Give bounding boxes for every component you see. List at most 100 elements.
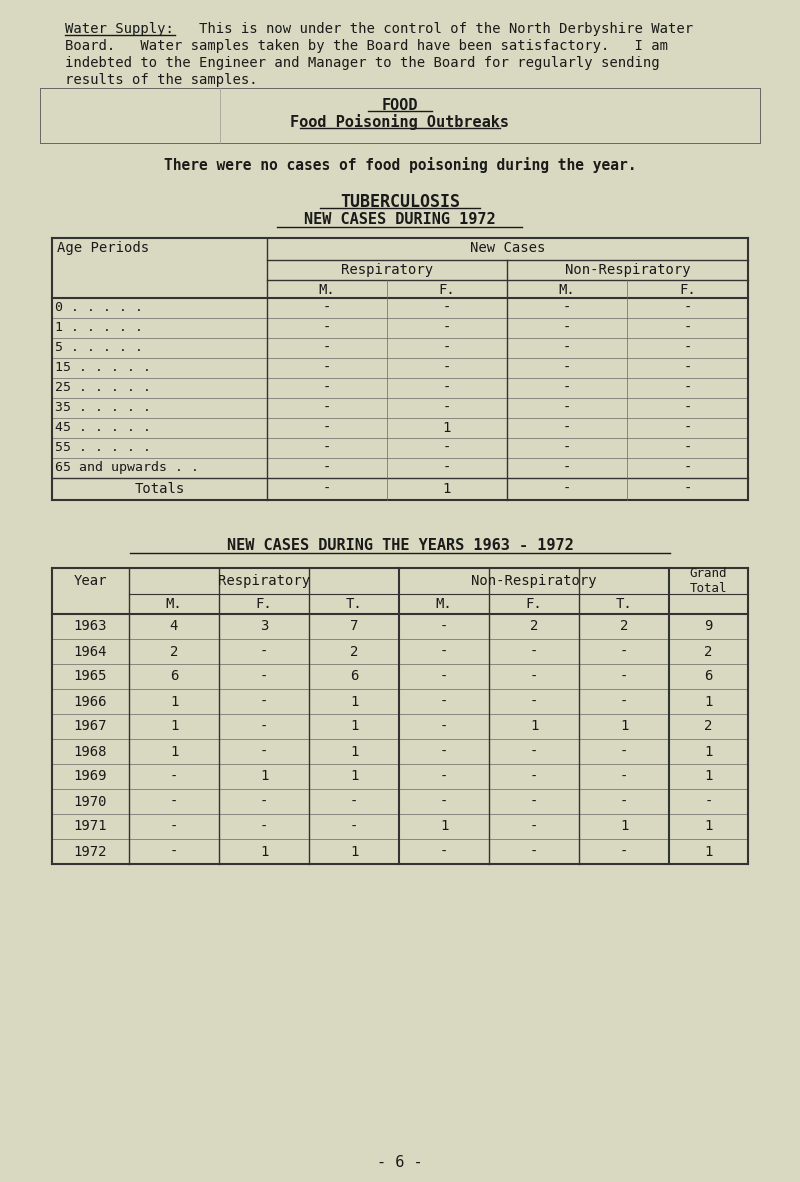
Text: -: - xyxy=(323,340,331,355)
Text: -: - xyxy=(323,421,331,435)
Text: 1: 1 xyxy=(704,819,713,833)
Text: -: - xyxy=(704,794,713,808)
Text: 1: 1 xyxy=(170,695,178,708)
Text: -: - xyxy=(563,340,571,355)
Text: -: - xyxy=(443,301,451,314)
Text: -: - xyxy=(563,361,571,375)
Text: -: - xyxy=(170,769,178,784)
Text: -: - xyxy=(620,745,628,759)
Text: Board.   Water samples taken by the Board have been satisfactory.   I am: Board. Water samples taken by the Board … xyxy=(65,39,668,53)
Text: -: - xyxy=(323,381,331,395)
Text: 0 . . . . .: 0 . . . . . xyxy=(55,301,143,314)
Text: Age Periods: Age Periods xyxy=(57,241,149,255)
Text: -: - xyxy=(683,361,692,375)
Text: -: - xyxy=(620,769,628,784)
Text: 5 . . . . .: 5 . . . . . xyxy=(55,340,143,353)
Text: -: - xyxy=(683,461,692,475)
Text: -: - xyxy=(530,819,538,833)
Text: -: - xyxy=(443,322,451,335)
Text: 45 . . . . .: 45 . . . . . xyxy=(55,421,151,434)
Text: 1: 1 xyxy=(443,482,451,496)
Text: -: - xyxy=(443,441,451,455)
Text: -: - xyxy=(530,844,538,858)
Text: -: - xyxy=(530,695,538,708)
Text: -: - xyxy=(443,461,451,475)
Text: 1963: 1963 xyxy=(74,619,107,634)
Text: -: - xyxy=(443,381,451,395)
Text: M.: M. xyxy=(318,282,335,297)
Text: 1: 1 xyxy=(170,745,178,759)
Text: 65 and upwards . .: 65 and upwards . . xyxy=(55,461,199,474)
Text: 1: 1 xyxy=(440,819,448,833)
Text: -: - xyxy=(350,819,358,833)
Text: TUBERCULOSIS: TUBERCULOSIS xyxy=(340,193,460,212)
Text: M.: M. xyxy=(436,597,452,611)
Text: -: - xyxy=(260,720,268,734)
Text: 1: 1 xyxy=(704,844,713,858)
Text: F.: F. xyxy=(679,282,696,297)
Text: -: - xyxy=(683,340,692,355)
Text: 1971: 1971 xyxy=(74,819,107,833)
Text: 1970: 1970 xyxy=(74,794,107,808)
Text: 7: 7 xyxy=(350,619,358,634)
Text: 2: 2 xyxy=(620,619,628,634)
Text: -: - xyxy=(563,301,571,314)
Text: There were no cases of food poisoning during the year.: There were no cases of food poisoning du… xyxy=(164,157,636,173)
Text: -: - xyxy=(683,441,692,455)
Text: -: - xyxy=(440,745,448,759)
Text: 6: 6 xyxy=(350,669,358,683)
Text: 1: 1 xyxy=(260,769,268,784)
Text: -: - xyxy=(683,421,692,435)
Text: New Cases: New Cases xyxy=(470,241,545,255)
Text: -: - xyxy=(563,461,571,475)
Text: 1968: 1968 xyxy=(74,745,107,759)
Text: 25 . . . . .: 25 . . . . . xyxy=(55,381,151,394)
Text: -: - xyxy=(440,619,448,634)
Text: 2: 2 xyxy=(350,644,358,658)
Text: 1: 1 xyxy=(350,745,358,759)
Text: 1: 1 xyxy=(350,720,358,734)
Text: -: - xyxy=(563,381,571,395)
Text: 2: 2 xyxy=(704,720,713,734)
Text: T.: T. xyxy=(616,597,632,611)
Text: 1: 1 xyxy=(170,720,178,734)
Text: -: - xyxy=(683,381,692,395)
Text: - 6 -: - 6 - xyxy=(377,1155,423,1170)
Text: -: - xyxy=(620,844,628,858)
Text: -: - xyxy=(563,441,571,455)
Text: -: - xyxy=(443,361,451,375)
Text: -: - xyxy=(440,794,448,808)
Text: 1: 1 xyxy=(620,819,628,833)
Text: -: - xyxy=(260,669,268,683)
Text: 1967: 1967 xyxy=(74,720,107,734)
Text: -: - xyxy=(620,669,628,683)
Text: Year: Year xyxy=(74,574,107,587)
Text: -: - xyxy=(620,794,628,808)
Text: -: - xyxy=(683,301,692,314)
Text: 9: 9 xyxy=(704,619,713,634)
Text: -: - xyxy=(260,695,268,708)
Text: -: - xyxy=(323,301,331,314)
Text: -: - xyxy=(323,361,331,375)
Text: -: - xyxy=(563,322,571,335)
Text: 1: 1 xyxy=(704,695,713,708)
Text: 1969: 1969 xyxy=(74,769,107,784)
Text: FOOD: FOOD xyxy=(382,98,418,113)
Text: -: - xyxy=(260,794,268,808)
Text: 1: 1 xyxy=(620,720,628,734)
Text: -: - xyxy=(683,322,692,335)
Text: -: - xyxy=(683,401,692,415)
Text: -: - xyxy=(440,769,448,784)
Text: 15 . . . . .: 15 . . . . . xyxy=(55,361,151,374)
Text: -: - xyxy=(323,441,331,455)
Text: F.: F. xyxy=(256,597,272,611)
Text: Non-Respiratory: Non-Respiratory xyxy=(565,264,690,277)
Text: -: - xyxy=(170,819,178,833)
Text: -: - xyxy=(563,421,571,435)
Text: -: - xyxy=(530,644,538,658)
Text: 4: 4 xyxy=(170,619,178,634)
Text: 2: 2 xyxy=(704,644,713,658)
Text: 1966: 1966 xyxy=(74,695,107,708)
Text: -: - xyxy=(563,482,571,496)
Text: -: - xyxy=(170,794,178,808)
